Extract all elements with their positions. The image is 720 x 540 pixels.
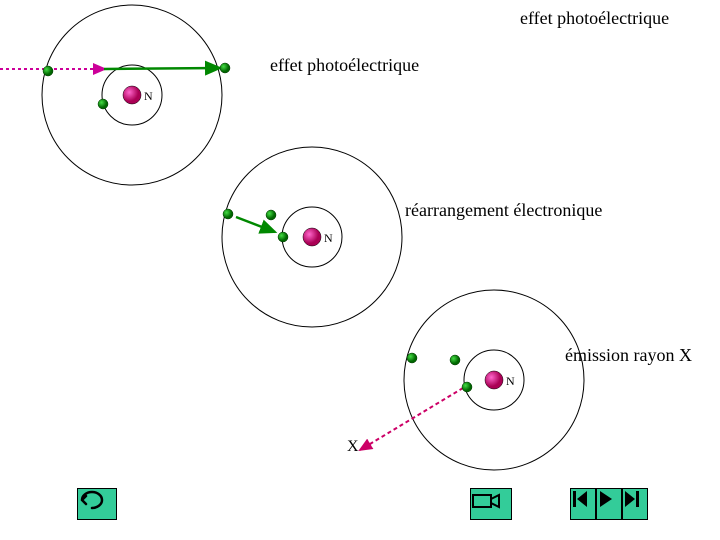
label-photoelectric: effet photoélectrique [270,55,419,76]
svg-text:N: N [324,231,333,245]
label-x: X [347,438,359,456]
play-icon [597,489,615,509]
svg-text:N: N [144,89,153,103]
svg-text:N: N [506,374,515,388]
prev-button[interactable] [570,488,596,520]
label-rearrangement: réarrangement électronique [405,200,602,221]
page-title: effet photoélectrique [520,8,669,29]
diagram-canvas: N N N [0,0,720,540]
end-button[interactable] [622,488,648,520]
next-button[interactable] [596,488,622,520]
label-emission: émission rayon X [565,345,692,366]
skip-back-icon [571,489,589,509]
return-button[interactable] [77,488,117,520]
skip-forward-icon [623,489,641,509]
camera-button[interactable] [470,488,512,520]
camera-icon [471,489,503,511]
return-icon [78,489,106,511]
